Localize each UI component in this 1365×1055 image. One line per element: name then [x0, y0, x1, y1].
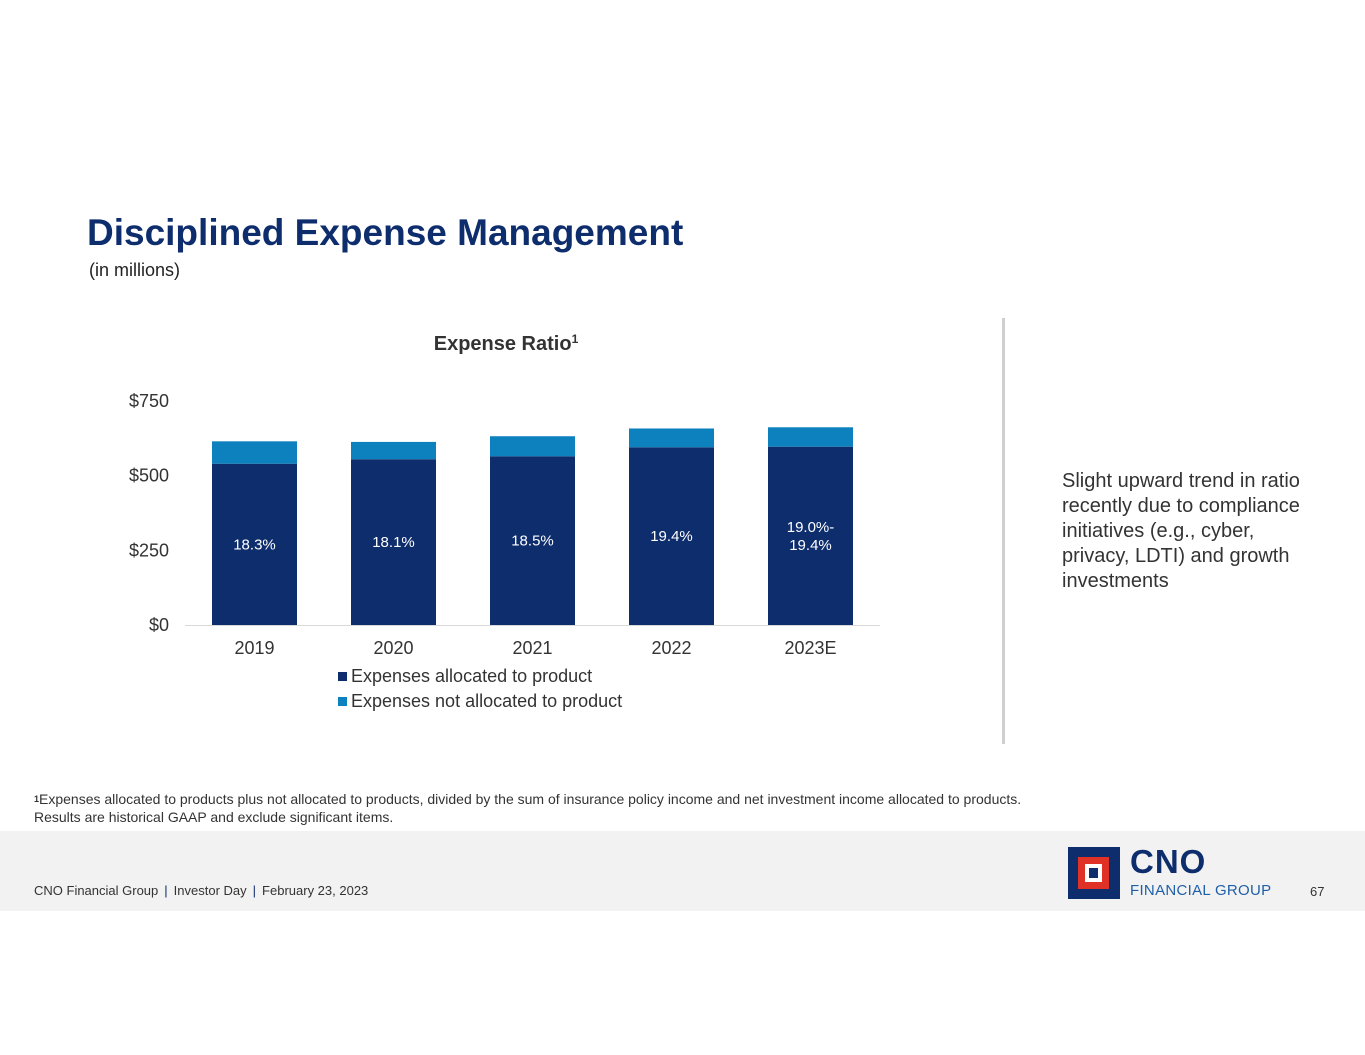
- footer-text: CNO Financial Group | Investor Day | Februar…: [34, 883, 368, 898]
- x-tick-label: 2023E: [784, 638, 836, 658]
- slide-subtitle: (in millions): [89, 260, 181, 280]
- x-tick-label: 2020: [373, 638, 413, 658]
- x-tick-label: 2021: [512, 638, 552, 658]
- logo-mark-icon: [1068, 847, 1120, 899]
- footer-bar: CNO Financial Group | Investor Day | Februar…: [0, 831, 1365, 911]
- chart-title-superscript: 1: [572, 332, 579, 346]
- bar-data-label: 18.3%: [233, 536, 276, 553]
- slide-title: Disciplined Expense Management: [87, 212, 684, 253]
- section-divider: [1002, 318, 1005, 744]
- footnote: 1Expenses allocated to products plus not…: [34, 790, 1021, 826]
- chart-title: Expense Ratio1: [434, 332, 579, 355]
- footer-separator: |: [164, 883, 168, 898]
- legend-item-not-allocated: Expenses not allocated to product: [338, 689, 622, 714]
- x-tick-label: 2022: [651, 638, 691, 658]
- bar-group: 18.3% 18.1% 18.5% 19.4% 19.0%-19.4%: [212, 427, 853, 625]
- y-tick-label: $750: [129, 391, 169, 411]
- bar-not-allocated-2023E: [768, 427, 853, 447]
- chart-legend: Expenses allocated to product Expenses n…: [338, 664, 622, 714]
- legend-item-allocated: Expenses allocated to product: [338, 664, 622, 689]
- bar-not-allocated-2019: [212, 441, 297, 464]
- legend-label-not-allocated: Expenses not allocated to product: [351, 691, 623, 711]
- bar-data-label: 19.0%-19.4%: [787, 519, 835, 554]
- bar-data-label: 19.4%: [650, 528, 693, 545]
- legend-swatch-allocated: [338, 672, 347, 681]
- footnote-text-1: Expenses allocated to products plus not …: [39, 791, 1022, 807]
- page-number: 67: [1310, 884, 1325, 899]
- y-tick-label: $0: [149, 615, 169, 635]
- footnote-line-1: 1Expenses allocated to products plus not…: [34, 790, 1021, 808]
- x-axis: 2019 2020 2021 2022 2023E: [185, 625, 880, 658]
- y-tick-label: $500: [129, 466, 169, 486]
- chart-title-text: Expense Ratio: [434, 333, 572, 355]
- footnote-line-2: Results are historical GAAP and exclude …: [34, 809, 394, 825]
- company-logo: CNO FINANCIAL GROUP: [1068, 843, 1273, 899]
- commentary-text: Slight upward trend in ratio recently du…: [1062, 470, 1300, 592]
- bar-not-allocated-2021: [490, 436, 575, 457]
- bar-not-allocated-2022: [629, 428, 714, 448]
- logo-subtitle: FINANCIAL GROUP: [1130, 882, 1272, 899]
- y-axis: $0 $250 $500 $750: [129, 391, 169, 635]
- bar-data-label: 18.1%: [372, 534, 415, 551]
- x-tick-label: 2019: [234, 638, 274, 658]
- footnote-marker: 1: [34, 794, 40, 804]
- bar-allocated-2019: [212, 463, 297, 625]
- footer-event: Investor Day: [173, 883, 247, 898]
- footer-date: February 23, 2023: [262, 883, 369, 898]
- y-tick-label: $250: [129, 540, 169, 560]
- legend-label-allocated: Expenses allocated to product: [351, 666, 593, 686]
- footer-separator: |: [252, 883, 257, 898]
- expense-ratio-chart: Expense Ratio1 $0 $250 $500 $750 18.3% 18.1%…: [129, 332, 880, 658]
- logo-wordmark: CNO: [1130, 843, 1207, 880]
- bar-allocated-2021: [490, 456, 575, 625]
- bar-data-label: 18.5%: [511, 533, 554, 550]
- bar-allocated-2020: [351, 459, 436, 625]
- footer-company: CNO Financial Group: [34, 883, 159, 898]
- bar-not-allocated-2020: [351, 441, 436, 460]
- legend-swatch-not-allocated: [338, 697, 347, 706]
- bar-allocated-2023E: [768, 446, 853, 625]
- bar-allocated-2022: [629, 447, 714, 625]
